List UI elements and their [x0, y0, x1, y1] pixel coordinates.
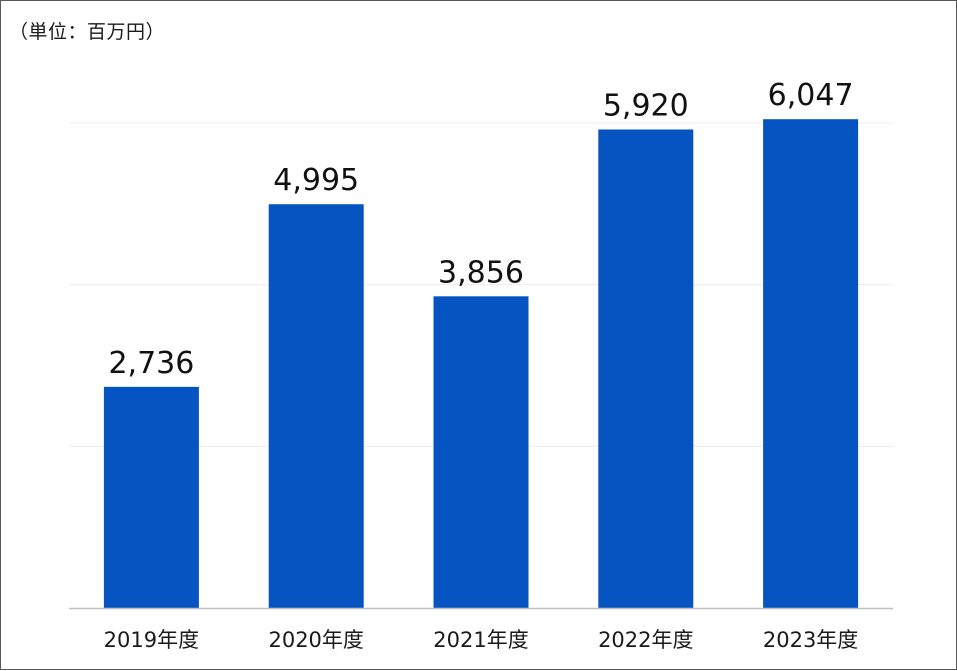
x-tick-label: 2023年度 [763, 628, 858, 652]
x-tick-label: 2022年度 [598, 628, 693, 652]
x-axis-ticks: 2019年度 2020年度 2021年度 2022年度 2023年度 [104, 628, 859, 652]
data-label: 6,047 [768, 78, 854, 113]
x-tick-label: 2021年度 [433, 628, 528, 652]
bars [103, 119, 859, 609]
data-labels: 2,736 4,995 3,856 5,920 6,047 [108, 78, 853, 381]
bar-2021年度 [433, 296, 529, 608]
bar-2023年度 [763, 119, 859, 608]
unit-label: （単位：百万円） [9, 21, 166, 43]
x-tick-label: 2020年度 [268, 628, 363, 652]
data-label: 5,920 [603, 88, 689, 123]
bar-2019年度 [103, 386, 199, 608]
data-label: 3,856 [438, 255, 524, 290]
data-label: 2,736 [108, 346, 194, 381]
bar-2022年度 [598, 129, 694, 608]
bar-2020年度 [268, 204, 364, 609]
x-tick-label: 2019年度 [104, 628, 199, 652]
data-label: 4,995 [273, 163, 359, 198]
